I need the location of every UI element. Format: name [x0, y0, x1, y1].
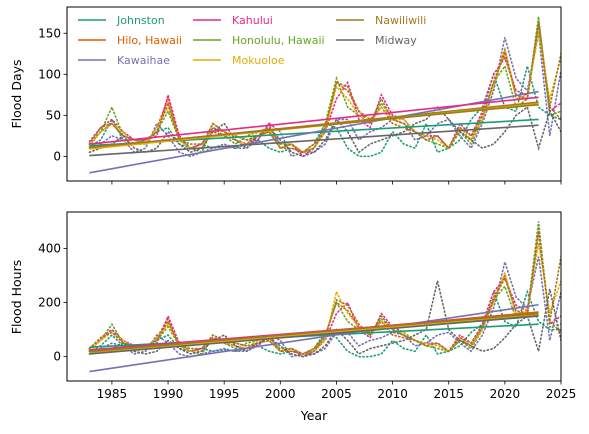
- flood-hours-panel: 0 200 400 1985 1990 1995 2000 2005 2010 2015 2020…: [9, 211, 577, 401]
- legend-label-kahului: Kahului: [232, 14, 273, 27]
- legend-item-johnston: Johnston: [78, 14, 165, 27]
- flood-days-observed-hilo-hawaii: [88, 20, 561, 154]
- flood-hours-axes-frame: [66, 211, 562, 382]
- flood-hours-observed-johnston: [88, 289, 561, 358]
- flood-days-trend-nawiliwili: [89, 103, 539, 149]
- flood-hours-observed-midway: [88, 280, 561, 358]
- legend: Johnston Hilo, Hawaii Kawaihae Kahului Honol…: [73, 10, 426, 72]
- legend-item-mokuoloe: Mokuoloe: [193, 54, 285, 67]
- xtick-label: 1985: [97, 387, 128, 401]
- flood-hours-trend-mokuoloe: [89, 313, 539, 355]
- legend-label-mokuoloe: Mokuoloe: [232, 54, 285, 67]
- flood-days-panel: 0 50 100 150 Flood Days Johnston Hilo, Hawai…: [9, 6, 562, 185]
- legend-label-honolulu-hawaii: Honolulu, Hawaii: [232, 34, 325, 47]
- flood-days-trend-kahului: [89, 96, 539, 145]
- xtick-label: 2010: [377, 387, 408, 401]
- legend-item-hilo-hawaii: Hilo, Hawaii: [78, 34, 182, 47]
- xtick-label: 2015: [433, 387, 464, 401]
- flood-hours-observed-kahului: [88, 226, 561, 358]
- flood-days-axes-frame: [66, 6, 562, 182]
- xtick-label: 2005: [321, 387, 352, 401]
- flood-hours-ytick-label: 400: [38, 242, 61, 256]
- legend-label-johnston: Johnston: [116, 14, 165, 27]
- xtick-label: 2025: [546, 387, 577, 401]
- legend-item-kahului: Kahului: [193, 14, 273, 27]
- legend-item-midway: Midway: [336, 34, 417, 47]
- flood-hours-trend-kawaihae: [89, 303, 539, 373]
- legend-label-kawaihae: Kawaihae: [117, 54, 170, 67]
- legend-label-midway: Midway: [375, 34, 417, 47]
- flood-days-ytick-label: 0: [53, 149, 61, 163]
- flood-hours-observed-mokuoloe: [88, 242, 561, 355]
- xtick-label: 1995: [209, 387, 240, 401]
- xtick-label: 2020: [490, 387, 521, 401]
- flood-days-ylabel: Flood Days: [9, 59, 24, 128]
- legend-label-hilo-hawaii: Hilo, Hawaii: [117, 34, 182, 47]
- flood-hours-ylabel: Flood Hours: [9, 260, 24, 335]
- legend-item-honolulu-hawaii: Honolulu, Hawaii: [193, 34, 325, 47]
- flood-days-ytick-label: 100: [38, 67, 61, 81]
- x-axis-label: Year: [300, 408, 328, 423]
- legend-label-nawiliwili: Nawiliwili: [375, 14, 426, 27]
- flood-hours-ytick-label: 200: [38, 296, 61, 310]
- flood-days-ytick-label: 150: [38, 26, 61, 40]
- flood-days-ytick-label: 50: [46, 108, 61, 122]
- xtick-label: 2000: [265, 387, 296, 401]
- flood-hours-trend-nawiliwili: [89, 312, 539, 353]
- flood-hours-ytick-label: 0: [53, 350, 61, 364]
- flood-days-observed-johnston: [88, 62, 561, 158]
- legend-item-kawaihae: Kawaihae: [78, 54, 170, 67]
- legend-item-nawiliwili: Nawiliwili: [336, 14, 426, 27]
- flood-days-trend-midway: [89, 124, 539, 157]
- flood-hours-trend-midway: [89, 315, 539, 355]
- xtick-label: 1990: [153, 387, 184, 401]
